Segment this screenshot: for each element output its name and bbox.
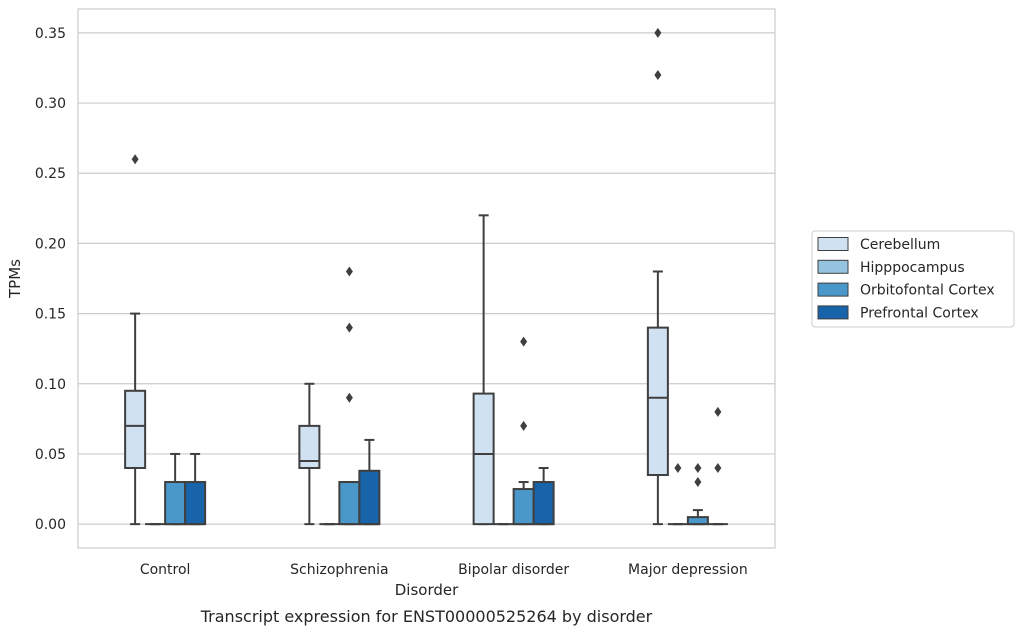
box-plot [358,438,381,526]
box-plot [298,382,321,526]
chart-caption: Transcript expression for ENST0000052526… [200,607,653,626]
box-iqr [472,392,495,526]
plot-frame [77,8,776,549]
box-iqr [646,326,669,477]
y-axis-label: TPMs [6,259,24,299]
legend-item: Prefrontal Cortex [817,305,979,321]
box-iqr [298,424,321,469]
outlier-point [345,392,353,403]
x-tick-labels: Control Schizophrenia Bipolar disorder Majo… [140,562,748,578]
outlier-point [654,27,662,38]
outlier-point [345,266,353,277]
legend-label: Cerebellum [860,237,940,253]
legend-swatch [817,259,849,274]
y-tick-label: 0.35 [35,26,66,42]
y-tick-label: 0.10 [35,377,66,393]
x-axis-label: Disorder [395,581,459,599]
box-iqr [512,488,535,526]
y-tick-label: 0.15 [35,307,66,323]
y-tick-label: 0.00 [35,517,66,533]
box-iqr [184,481,207,526]
legend-item: Hipppocampus [817,259,965,276]
box-iqr [338,481,361,526]
box-iqr [686,516,709,526]
box-iqr [124,389,147,469]
box-iqr [164,481,187,526]
y-tick-label: 0.20 [35,236,66,252]
box-iqr [532,481,555,526]
legend-frame [811,230,1015,328]
plot-background [78,9,775,548]
outlier-point [131,154,139,165]
legend: Cerebellum Hipppocampus Orbitofontal Corte… [811,230,1015,328]
outlier-point [714,462,722,473]
legend-item: Cerebellum [817,237,940,253]
y-tick-label: 0.05 [35,447,66,463]
box-plot [124,154,147,526]
legend-label: Hipppocampus [860,260,965,276]
outlier-point [520,420,528,431]
legend-item: Orbitofontal Cortex [817,282,995,299]
y-tick-label: 0.25 [35,166,66,182]
box-plot [707,406,728,526]
box-plot [512,336,535,526]
box-plot [184,452,207,526]
outlier-point [345,322,353,333]
legend-swatch [817,237,849,251]
x-tick-label: Control [140,562,191,578]
box-plot [667,462,688,526]
outlier-point [520,336,528,347]
outlier-point [694,462,702,473]
box-series [124,27,728,526]
x-tick-label: Major depression [628,562,748,578]
x-tick-label: Bipolar disorder [458,562,569,578]
series-hipppocampus [145,462,688,526]
y-tick-label: 0.30 [35,96,66,112]
outlier-point [674,462,682,473]
box-plot [532,466,555,526]
legend-label: Orbitofontal Cortex [860,283,995,299]
box-iqr [358,469,381,526]
legend-swatch [817,282,849,297]
outlier-point [714,406,722,417]
legend-swatch [817,305,849,320]
box-plot [686,462,709,526]
outlier-point [694,477,702,488]
box-plot [164,452,187,526]
legend-label: Prefrontal Cortex [860,305,979,321]
box-plot [646,27,669,526]
x-tick-label: Schizophrenia [290,562,388,578]
series-cerebellum [124,27,669,526]
y-tick-labels: 0.00 0.05 0.10 0.15 0.20 0.25 0.30 0.35 [35,26,66,533]
series-prefrontal-cortex [184,406,728,526]
box-plot [472,214,495,526]
outlier-point [654,69,662,80]
